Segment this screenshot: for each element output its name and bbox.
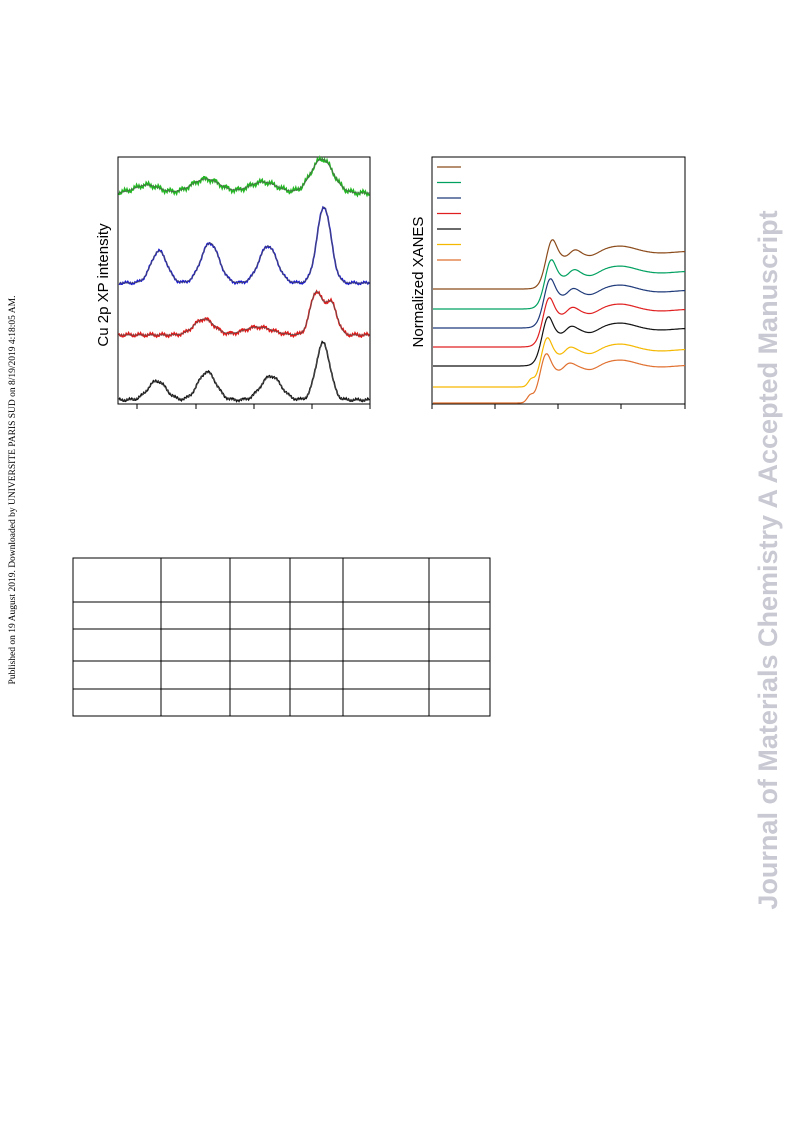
y-axis-label: Normalized XANES — [410, 217, 427, 348]
fit-trace — [119, 342, 370, 401]
xanes-trace — [433, 259, 686, 310]
xanes-trace — [433, 353, 686, 404]
fit-trace — [119, 291, 370, 336]
spectrum-trace — [118, 155, 371, 198]
fit-trace — [118, 158, 370, 194]
plot-frame — [431, 156, 686, 405]
side-note: Published on 19 August 2019. Downloaded … — [8, 296, 18, 685]
y-axis-label: Cu 2p XP intensity — [95, 223, 112, 347]
spectrum-trace — [118, 205, 371, 286]
watermark: Journal of Materials Chemistry A Accepte… — [753, 210, 783, 909]
xps-figure: Cu 2p XP intensity — [95, 155, 371, 409]
table — [72, 557, 491, 717]
xanes-trace — [433, 316, 686, 367]
plot-frame — [117, 156, 371, 405]
spectrum-trace — [118, 340, 370, 403]
table-border — [72, 557, 491, 717]
fit-trace — [119, 206, 370, 284]
xanes-trace — [433, 337, 686, 388]
xanes-trace — [433, 297, 686, 348]
xanes-figure: Normalized XANES — [410, 156, 686, 409]
xanes-trace — [433, 278, 686, 329]
xanes-trace — [433, 239, 686, 290]
